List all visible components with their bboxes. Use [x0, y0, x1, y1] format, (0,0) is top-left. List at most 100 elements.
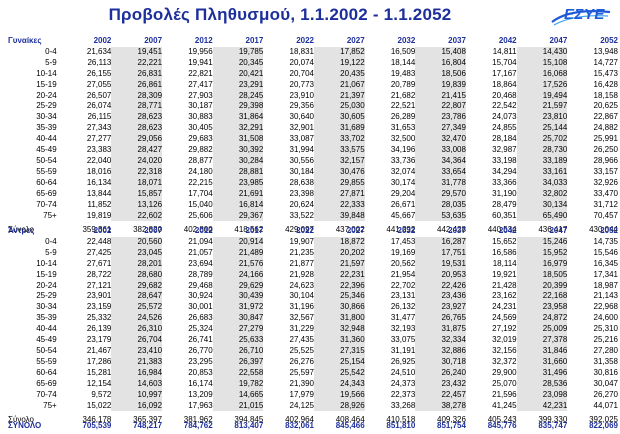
population-value: 31,229 — [289, 324, 314, 334]
population-value: 31,196 — [289, 302, 314, 312]
population-value: 30,605 — [313, 112, 365, 124]
population-value: 19,169 — [390, 247, 416, 257]
population-value: 27,279 — [212, 324, 264, 336]
total-value: 392,025 — [589, 415, 618, 425]
population-value: 16,174 — [188, 378, 213, 388]
population-value: 26,861 — [111, 79, 163, 91]
population-value: 21,015 — [212, 400, 264, 412]
population-value: 14,665 — [212, 389, 264, 401]
population-value: 20,345 — [212, 57, 264, 69]
population-value: 16,287 — [415, 236, 466, 248]
population-value: 15,546 — [593, 247, 618, 257]
population-value: 22,426 — [415, 280, 466, 292]
population-value: 26,270 — [593, 389, 618, 399]
population-value: 22,821 — [188, 68, 213, 78]
population-value: 32,193 — [390, 324, 416, 334]
population-value: 24,569 — [492, 313, 517, 323]
population-value: 28,623 — [111, 112, 163, 124]
population-value: 23,398 — [289, 188, 314, 198]
population-value: 28,722 — [86, 269, 112, 279]
total-value: 359,361 — [82, 225, 112, 235]
age-group-label: 0-4 — [45, 236, 57, 246]
total-value: 402,800 — [183, 225, 213, 235]
population-value: 31,846 — [516, 345, 568, 357]
total-value: 409,326 — [437, 415, 466, 425]
population-value: 21,576 — [212, 258, 264, 270]
population-value: 30,924 — [188, 291, 213, 301]
population-value: 9,572 — [91, 389, 112, 399]
population-value: 33,654 — [415, 166, 466, 178]
age-group-label: 40-44 — [36, 134, 57, 144]
population-value: 25,070 — [492, 378, 517, 388]
population-value: 19,941 — [188, 57, 213, 67]
population-value: 25,542 — [313, 367, 365, 379]
population-value: 32,948 — [313, 324, 365, 336]
population-value: 21,691 — [212, 188, 264, 200]
population-value: 18,016 — [86, 166, 112, 176]
population-value: 22,040 — [86, 155, 112, 165]
grand-total-table: ΣΥΝΟΛΟ 705,539 748,217 784,762 813,407 832,06… — [6, 421, 618, 432]
population-value: 25,216 — [593, 335, 618, 345]
age-group-label: 70-74 — [36, 199, 57, 209]
table-row: 75+ 19,819 22,602 25,606 29,367 33,522 39,848 4… — [6, 210, 618, 222]
table-row: 45-49 23,179 26,704 26,741 25,633 27,435 31,36… — [6, 335, 618, 346]
population-value: 16,586 — [492, 247, 517, 257]
population-value: 27,425 — [86, 247, 112, 257]
population-value: 30,001 — [188, 302, 213, 312]
population-value: 23,383 — [86, 145, 112, 155]
table-row: 0-4 22,448 20,560 21,094 20,914 19,907 18,872 1… — [6, 236, 618, 248]
population-value: 21,928 — [289, 269, 314, 279]
population-value: 30,866 — [313, 302, 365, 314]
total-value: 410,518 — [386, 415, 416, 425]
population-value: 19,819 — [86, 210, 112, 220]
population-value: 32,470 — [415, 134, 466, 146]
table-row: 35-39 25,332 24,526 26,683 30,847 32,567 31,80… — [6, 313, 618, 325]
population-value: 19,921 — [492, 269, 517, 279]
population-value: 26,671 — [390, 199, 416, 209]
table-row: 55-59 17,286 21,383 23,295 26,397 26,276 25,15… — [6, 356, 618, 368]
table-row: 0-4 21,634 19,451 19,956 19,785 18,831 17,852 1… — [6, 46, 618, 58]
population-value: 19,785 — [212, 46, 264, 58]
women-table: Γυναίκες 2002 2007 2012 2017 2022 2027 2032 2037… — [6, 36, 618, 236]
population-value: 29,398 — [212, 101, 264, 113]
population-value: 19,907 — [289, 236, 314, 246]
population-value: 32,372 — [492, 356, 517, 366]
population-value: 19,839 — [415, 79, 466, 91]
population-value: 26,765 — [415, 313, 466, 325]
population-value: 24,231 — [492, 302, 517, 312]
population-value: 28,623 — [111, 123, 163, 135]
population-value: 33,157 — [593, 166, 618, 176]
year-header: 2037 — [448, 226, 466, 235]
population-value: 33,008 — [415, 145, 466, 156]
population-value: 21,682 — [390, 90, 416, 100]
population-value: 16,804 — [415, 57, 466, 69]
population-value: 24,180 — [188, 166, 213, 176]
population-value: 23,927 — [415, 302, 466, 314]
population-value: 26,240 — [415, 367, 466, 379]
age-group-label: 15-19 — [36, 269, 57, 279]
age-group-label: 30-34 — [36, 302, 57, 312]
year-header: 2002 — [93, 226, 112, 235]
table-row: 5-9 27,425 23,045 21,057 21,489 21,235 20,202 1… — [6, 247, 618, 259]
population-value: 21,428 — [492, 280, 517, 290]
population-value: 28,638 — [289, 177, 314, 187]
grand-total-value: 845,466 — [335, 421, 365, 430]
population-value: 17,341 — [593, 269, 618, 279]
population-value: 26,289 — [390, 112, 416, 122]
population-value: 42,231 — [516, 400, 568, 412]
age-group-label: 50-54 — [36, 345, 57, 355]
population-value: 30,104 — [289, 291, 314, 301]
population-value: 30,174 — [390, 177, 416, 187]
population-value: 33,470 — [593, 188, 618, 198]
population-value: 25,525 — [289, 345, 314, 355]
year-header: 2022 — [296, 226, 314, 235]
population-value: 33,268 — [390, 400, 416, 410]
age-group-label: 60-64 — [36, 367, 57, 377]
population-value: 27,349 — [415, 123, 466, 135]
population-value: 21,397 — [313, 90, 365, 102]
population-value: 24,373 — [390, 378, 416, 388]
population-value: 31,477 — [390, 313, 416, 323]
population-value: 25,597 — [289, 367, 314, 377]
year-header: 2012 — [194, 36, 213, 45]
population-value: 24,623 — [289, 280, 314, 290]
